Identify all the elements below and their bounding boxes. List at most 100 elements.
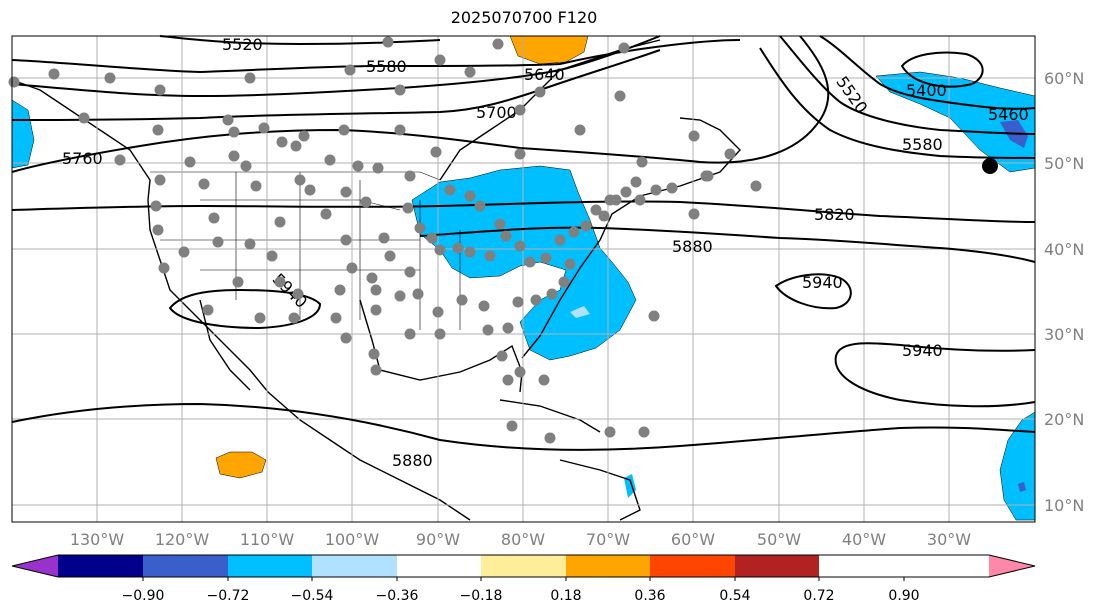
station-dot <box>564 258 576 270</box>
station-dot <box>540 252 552 264</box>
contour-label: 5760 <box>62 149 103 168</box>
marker-dot <box>982 158 998 174</box>
colorbar-cell <box>58 555 143 577</box>
station-dot <box>464 246 476 258</box>
lon-label: 130°W <box>70 530 125 549</box>
lon-label: 40°W <box>842 530 886 549</box>
lon-label: 70°W <box>586 530 630 549</box>
lon-label: 110°W <box>240 530 295 549</box>
lon-label: 80°W <box>501 530 545 549</box>
contour-5520 <box>159 35 441 46</box>
station-dot <box>430 146 442 158</box>
station-dot <box>266 250 278 262</box>
station-dot <box>412 288 424 300</box>
station-dot <box>370 284 382 296</box>
station-dot <box>244 72 256 84</box>
colorbar-cell <box>566 555 650 577</box>
contour-label: 5640 <box>524 65 565 84</box>
contour-label: 5520 <box>222 35 263 54</box>
station-dot <box>484 250 496 262</box>
station-dot <box>340 332 352 344</box>
station-dot <box>298 130 310 142</box>
station-dot <box>152 224 164 236</box>
station-dot <box>378 232 390 244</box>
lon-label: 50°W <box>757 530 801 549</box>
lon-label: 120°W <box>155 530 210 549</box>
station-dot <box>544 432 556 444</box>
station-dot <box>258 122 270 134</box>
colorbar-tick-label: 0.72 <box>803 588 834 604</box>
station-dot <box>530 294 542 306</box>
lat-label: 40°N <box>1044 240 1084 259</box>
station-dot <box>372 162 384 174</box>
colorbar-cell <box>312 555 397 577</box>
colorbar-cell <box>735 555 819 577</box>
positive-anomaly-region-pacific <box>215 451 267 479</box>
station-dot <box>340 186 352 198</box>
station-dot <box>198 178 210 190</box>
contour-5760 <box>11 35 830 173</box>
lat-label: 20°N <box>1044 410 1084 429</box>
station-dot <box>344 64 356 76</box>
contour-5640 <box>11 35 661 98</box>
station-dot <box>512 296 524 308</box>
station-dot <box>452 242 464 254</box>
station-dot <box>456 294 468 306</box>
station-dot <box>590 204 602 216</box>
station-dot <box>496 350 508 362</box>
station-dot <box>620 186 632 198</box>
contour-5880 <box>419 226 1036 263</box>
lat-label: 50°N <box>1044 154 1084 173</box>
colorbar-tick-label: −0.90 <box>122 588 165 604</box>
height-contours <box>11 35 1036 451</box>
station-dot <box>154 174 166 186</box>
colorbar-cells <box>11 554 1036 581</box>
station-dot <box>426 232 438 244</box>
station-dot <box>274 216 286 228</box>
station-dot <box>568 226 580 238</box>
lon-label: 30°W <box>927 530 971 549</box>
station-dot <box>636 156 648 168</box>
station-dot <box>604 194 616 206</box>
station-dot <box>614 90 626 102</box>
station-dot <box>432 306 444 318</box>
station-dot <box>340 234 352 246</box>
station-dot <box>404 266 416 278</box>
contour-label: 5880 <box>392 451 433 470</box>
contour-5820 <box>11 200 1036 223</box>
colorbar-cell <box>228 555 312 577</box>
station-dot <box>702 170 714 182</box>
station-dot <box>394 84 406 96</box>
contour-5940-closed-atlantic <box>774 273 852 310</box>
station-dot <box>352 160 364 172</box>
station-dot <box>382 36 394 48</box>
contour-label: 5580 <box>366 57 407 76</box>
station-dot <box>524 256 536 268</box>
station-dot <box>394 290 406 302</box>
contour-label: 5460 <box>988 105 1029 124</box>
contour-label: 5940 <box>802 273 843 292</box>
station-dot <box>254 312 266 324</box>
station-dot <box>346 262 358 274</box>
station-dot <box>634 194 646 206</box>
station-dot <box>434 244 446 256</box>
negative-anomaly-region-tropical-atlantic <box>999 411 1036 521</box>
station-dot <box>244 238 256 250</box>
station-dot <box>750 180 762 192</box>
contour-5520-east <box>779 35 1036 135</box>
light-negative-patch <box>570 306 590 318</box>
station-dot <box>250 180 262 192</box>
station-dot <box>538 374 550 386</box>
station-dot <box>546 288 558 300</box>
station-dot <box>604 426 616 438</box>
station-dot <box>394 124 406 136</box>
colorbar-tick-label: −0.36 <box>376 588 419 604</box>
contour-5700 <box>11 49 661 121</box>
station-dot <box>500 230 512 242</box>
colorbar-cell <box>143 555 228 577</box>
lon-label: 90°W <box>416 530 460 549</box>
station-dot <box>666 182 678 194</box>
station-dot <box>648 310 660 322</box>
station-dot <box>150 200 162 212</box>
